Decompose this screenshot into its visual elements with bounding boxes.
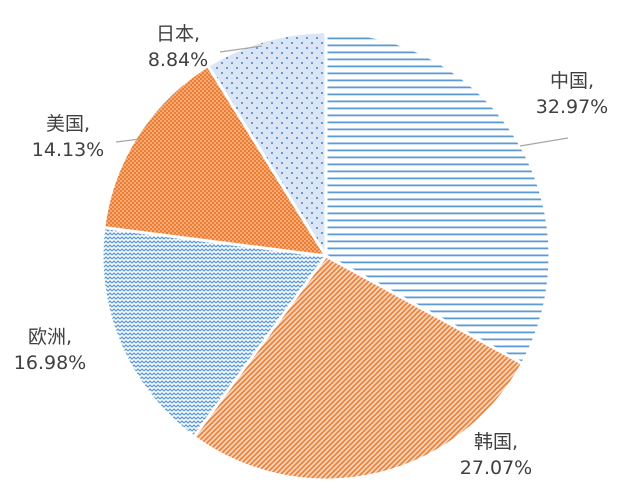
leader-line-日本 bbox=[219, 45, 263, 53]
pie-slice-中国 bbox=[324, 30, 552, 366]
data-label-percent: 14.13% bbox=[32, 139, 104, 161]
data-label-category: 欧洲, bbox=[28, 326, 72, 348]
data-label-日本: 日本, 8.84% bbox=[148, 23, 208, 71]
leader-line-美国 bbox=[115, 138, 141, 143]
data-label-percent: 32.97% bbox=[536, 96, 608, 118]
data-label-category: 美国, bbox=[46, 113, 90, 135]
data-label-category: 日本, bbox=[156, 23, 200, 45]
pie-slice-韩国 bbox=[192, 254, 524, 482]
data-label-percent: 27.07% bbox=[460, 457, 532, 479]
data-label-category: 中国, bbox=[550, 70, 594, 92]
leader-line-中国 bbox=[519, 137, 569, 147]
data-label-美国: 美国, 14.13% bbox=[32, 113, 104, 161]
pie-slice-欧洲 bbox=[100, 226, 328, 439]
pie-slice-日本 bbox=[206, 30, 328, 258]
data-label-欧洲: 欧洲, 16.98% bbox=[14, 326, 86, 374]
data-label-percent: 16.98% bbox=[14, 352, 86, 374]
data-label-中国: 中国, 32.97% bbox=[536, 70, 608, 118]
data-label-category: 韩国, bbox=[474, 431, 518, 453]
pie-slice-美国 bbox=[102, 64, 328, 258]
data-label-percent: 8.84% bbox=[148, 49, 208, 71]
data-label-韩国: 韩国, 27.07% bbox=[460, 431, 532, 479]
